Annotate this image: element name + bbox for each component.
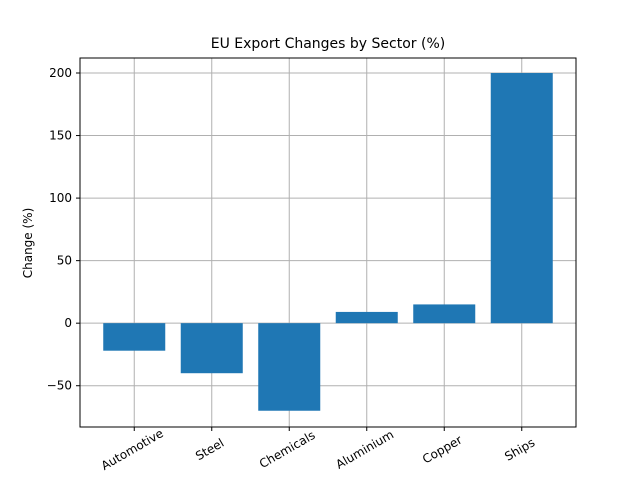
bar-chemicals (258, 323, 321, 411)
y-tick-label: 150 (49, 129, 72, 143)
x-tick-label: Steel (193, 436, 226, 463)
bars (103, 73, 553, 411)
x-tick-label: Ships (502, 435, 537, 463)
y-tick-label: 50 (57, 254, 72, 268)
x-tick-label: Copper (420, 433, 465, 467)
plot-frame (79, 57, 577, 428)
chart-title: EU Export Changes by Sector (%) (211, 36, 445, 52)
y-tick-label: −50 (47, 379, 72, 393)
bar-ships (490, 73, 553, 324)
ticks: −50 0 50 100 150 200 Automotive Steel Chemicals A… (47, 66, 538, 473)
y-axis-label: Change (%) (21, 208, 35, 279)
bar-automotive (103, 323, 166, 351)
bar-copper (413, 304, 476, 324)
bar-aluminium (335, 311, 398, 324)
y-tick-label: 200 (49, 66, 72, 80)
bar-steel (180, 323, 243, 374)
y-tick-label: 0 (64, 316, 72, 330)
y-tick-label: 100 (49, 191, 72, 205)
x-tick-label: Automotive (99, 426, 166, 473)
x-tick-label: Chemicals (257, 428, 318, 471)
x-tick-label: Aluminium (333, 427, 396, 471)
